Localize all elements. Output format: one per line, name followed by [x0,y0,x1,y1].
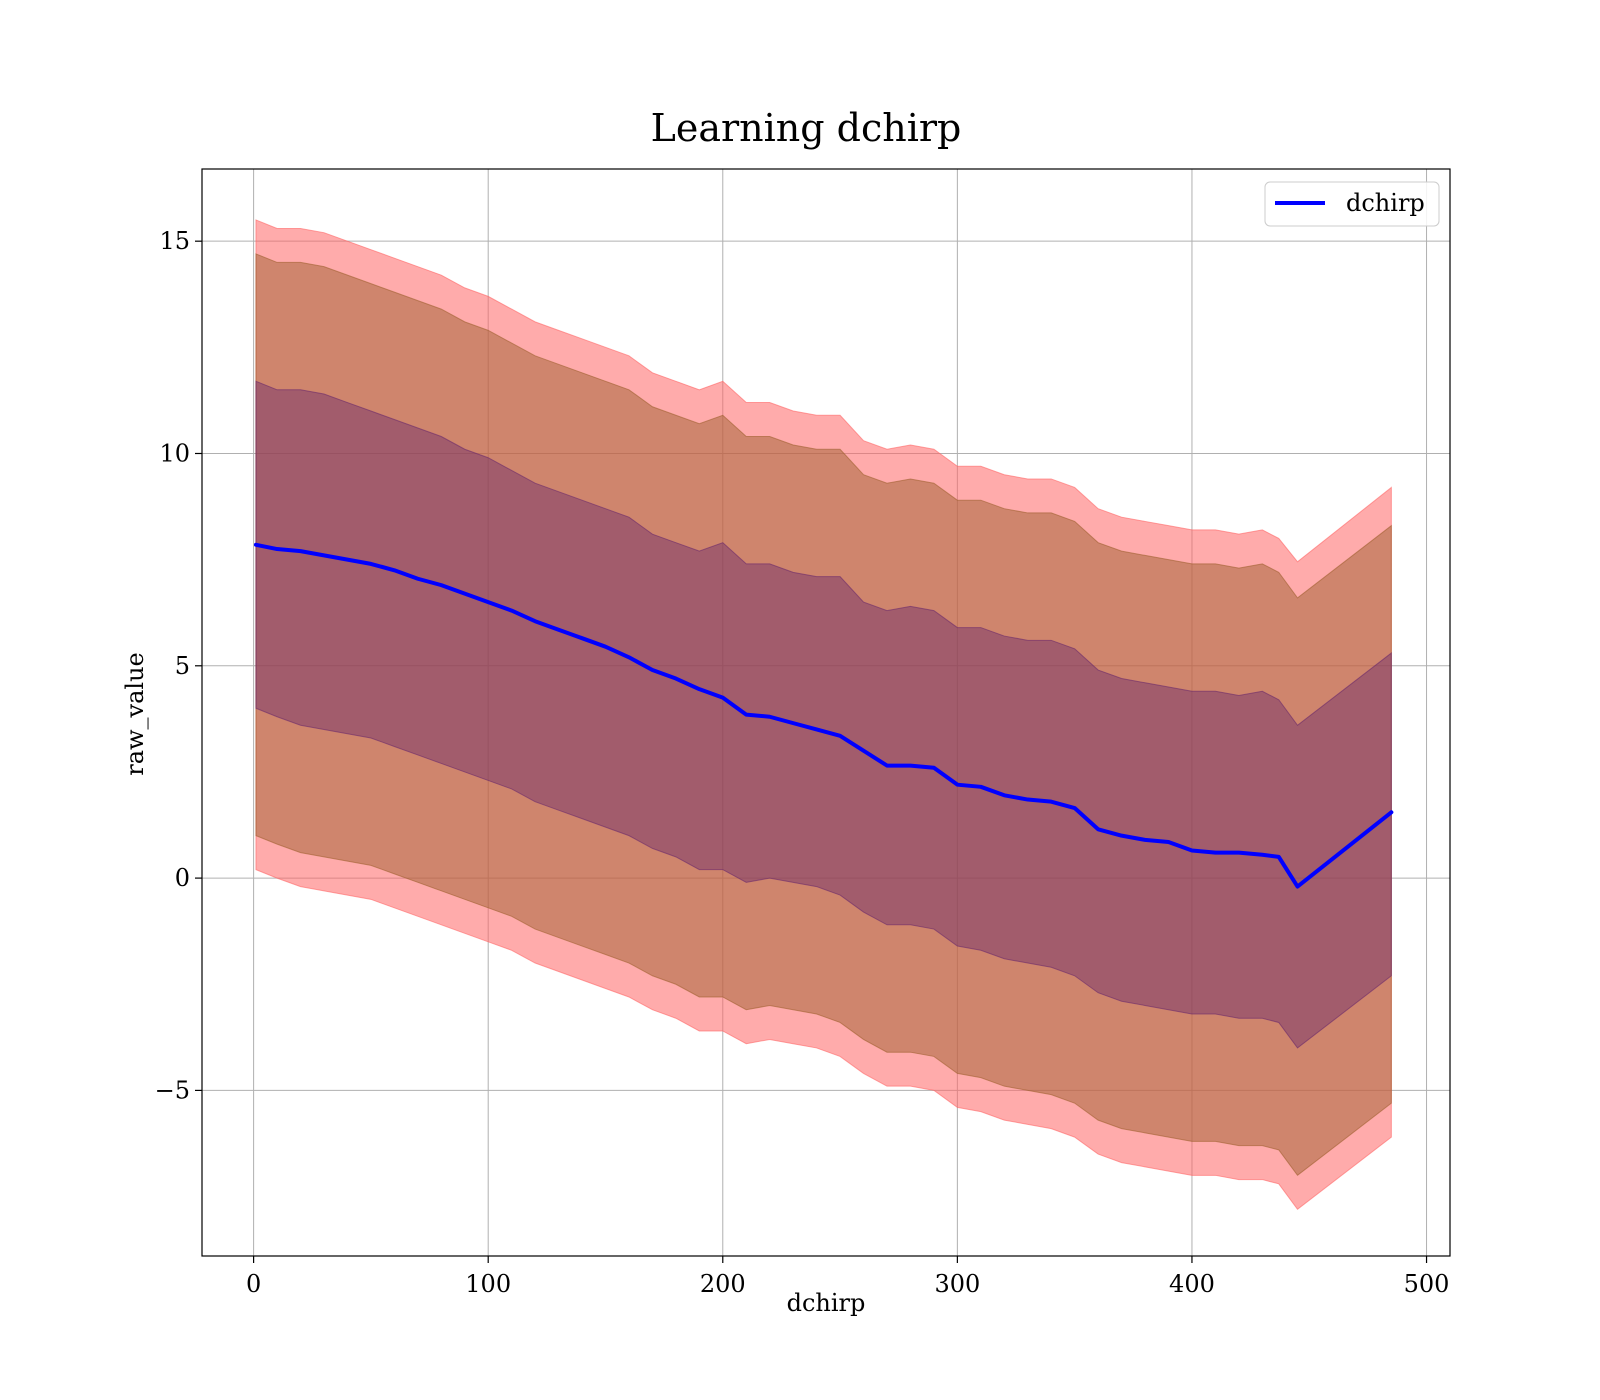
x-tick-label: 0 [246,1270,261,1298]
y-axis-ticks: −5 0 5 10 15 [155,227,202,1104]
x-tick-label: 100 [465,1270,511,1298]
y-tick-label: −5 [155,1076,190,1104]
legend: dchirp [1264,181,1440,227]
band-layer [255,219,1392,1210]
x-axis-label: dchirp [787,1289,866,1317]
x-tick-label: 400 [1169,1270,1215,1298]
band-inner [255,380,1392,1049]
series-line-dchirp [253,542,1394,889]
band-middle [255,253,1392,1177]
chart-title: Learning dchirp [651,106,962,150]
y-axis-label: raw_value [121,652,149,776]
plot-area [202,169,1450,1256]
y-tick-label: 10 [159,439,190,467]
y-tick-label: 5 [175,652,190,680]
x-tick-label: 300 [934,1270,980,1298]
y-tick-label: 0 [175,864,190,892]
x-tick-label: 500 [1404,1270,1450,1298]
series-layer [253,542,1394,889]
legend-box [1264,181,1440,227]
x-axis-ticks: 0 100 200 300 400 500 [246,1256,1449,1298]
x-tick-label: 200 [700,1270,746,1298]
legend-label: dchirp [1346,189,1425,217]
y-tick-label: 15 [159,227,190,255]
plot-frame [201,168,1451,1257]
